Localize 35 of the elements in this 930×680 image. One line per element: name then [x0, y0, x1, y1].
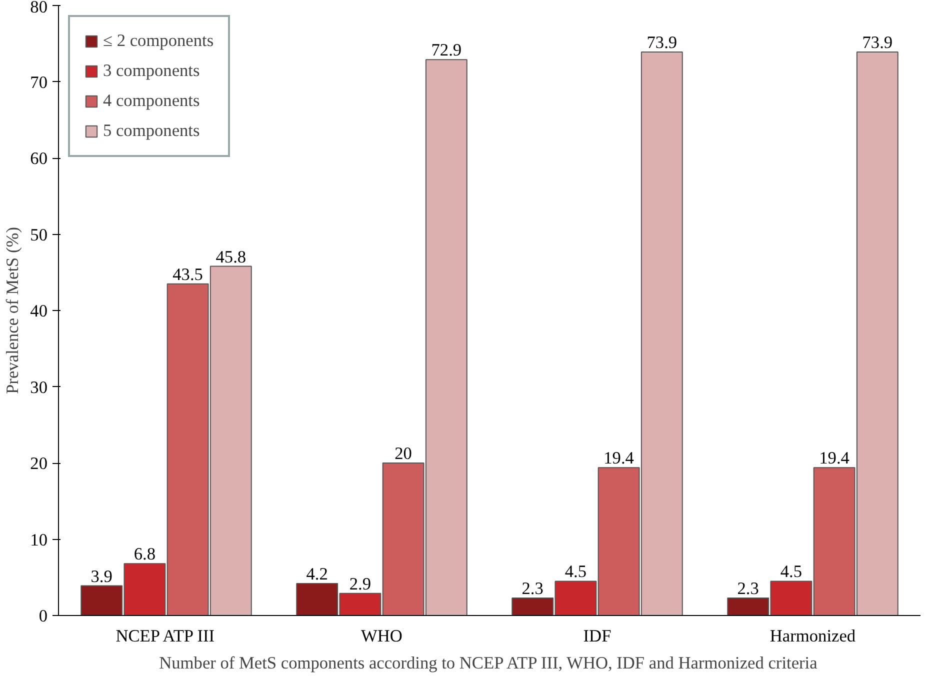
y-tick-label: 0 — [38, 606, 48, 626]
data-label: 72.9 — [431, 40, 462, 60]
data-label: 19.4 — [819, 448, 850, 468]
data-label: 4.2 — [306, 564, 328, 584]
data-label: 20 — [394, 444, 412, 463]
data-label: 4.5 — [780, 562, 802, 582]
x-tick-label: IDF — [583, 626, 612, 646]
y-tick-label: 20 — [30, 454, 48, 473]
data-label: 6.8 — [134, 544, 156, 564]
y-axis-title: Prevalence of MetS (%) — [3, 226, 22, 394]
y-tick-label: 30 — [30, 378, 48, 397]
legend-label: ≤ 2 components — [103, 31, 214, 51]
y-tick-label: 70 — [30, 72, 48, 92]
data-label: 2.3 — [522, 578, 544, 598]
data-label: 73.9 — [862, 33, 893, 52]
y-tick-label: 10 — [30, 530, 48, 550]
x-tick-label: WHO — [361, 626, 402, 646]
y-tick-label: 40 — [30, 302, 48, 320]
y-tick-label: 50 — [30, 225, 48, 244]
legend-label: 4 components — [103, 91, 200, 111]
data-label: 2.3 — [737, 578, 759, 598]
y-tick-label: 80 — [30, 0, 48, 16]
data-label: 19.4 — [604, 448, 634, 468]
x-tick-label: Harmonized — [770, 626, 856, 646]
legend-label: 3 components — [103, 61, 200, 81]
x-axis-title: Number of MetS components according to NCEP ATP III, WHO, IDF and Harmonized criteria — [159, 654, 818, 672]
data-label: 73.9 — [646, 33, 678, 52]
data-label: 3.9 — [90, 566, 112, 586]
data-label: 45.8 — [216, 247, 246, 266]
data-label: 2.9 — [349, 574, 372, 594]
x-tick-label: NCEP ATP III — [116, 626, 215, 646]
data-label: 4.5 — [564, 562, 587, 582]
y-tick-label: 60 — [30, 149, 48, 168]
data-label: 43.5 — [172, 264, 203, 284]
legend-label: 5 components — [103, 121, 200, 141]
